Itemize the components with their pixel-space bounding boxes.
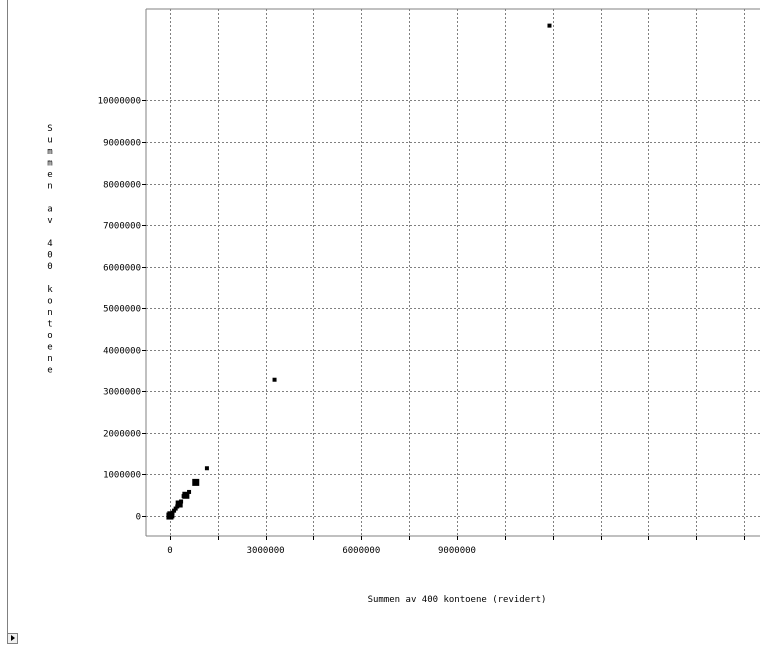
data-point [204,466,209,471]
y-axis-title-char: n [47,308,52,318]
y-axis-title-char: 4 [47,239,52,249]
y-axis-title-char: m [47,159,52,169]
data-point [192,478,200,486]
y-axis-title-char: v [47,216,52,226]
data-point [179,499,184,504]
grid-lines [146,9,760,536]
x-tick-label: 9000000 [438,546,476,556]
y-axis-title-char: n [47,354,52,364]
y-tick-label: 5000000 [103,305,141,315]
x-tick-label: 3000000 [247,546,285,556]
frame-left-border [7,0,8,634]
data-point [167,511,175,519]
data-points [166,23,552,520]
data-point [182,491,190,499]
y-axis-title-char: n [47,182,52,192]
y-axis-title-char: o [47,331,52,341]
y-tick-label: 3000000 [103,388,141,398]
y-tick-label: 1000000 [103,471,141,481]
y-axis-title-char: a [47,205,52,215]
data-point [272,377,277,382]
scroll-right-arrow-icon[interactable] [7,633,18,644]
y-tick-label: 6000000 [103,264,141,274]
x-tick-label: 6000000 [342,546,380,556]
y-tick-label: 8000000 [103,181,141,191]
y-axis-title-char: o [47,297,52,307]
data-point [175,500,183,508]
y-axis-ticks: 0 1000000 2000000 3000000 4000000 5000000 6000… [98,97,146,523]
y-tick-label: 2000000 [103,430,141,440]
y-axis-title-char: k [47,285,53,295]
y-tick-label: 4000000 [103,347,141,357]
y-axis-title-char: 0 [47,251,52,261]
y-tick-label: 7000000 [103,222,141,232]
data-point [173,506,178,511]
y-axis-title-char: e [47,366,52,376]
data-point [187,489,192,494]
y-axis-title-char: u [47,136,52,146]
plot-frame [145,8,760,537]
x-axis-ticks: 0 3000000 6000000 9000000 [167,536,745,556]
y-axis-title-char: S [47,124,52,134]
y-axis-title-char: e [47,343,52,353]
x-axis-title: Summen av 400 kontoene (revidert) [368,595,547,605]
data-point [172,508,177,513]
y-tick-label: 0 [136,513,141,523]
y-axis-title-char: m [47,147,52,157]
y-axis-title-char: e [47,170,52,180]
y-tick-label: 9000000 [103,139,141,149]
y-tick-label: 10000000 [98,97,141,107]
data-point [170,510,175,515]
x-tick-label: 0 [167,546,172,556]
y-axis-title-char: 0 [47,262,52,272]
y-axis-title-char: t [47,320,52,330]
data-point [547,23,552,28]
